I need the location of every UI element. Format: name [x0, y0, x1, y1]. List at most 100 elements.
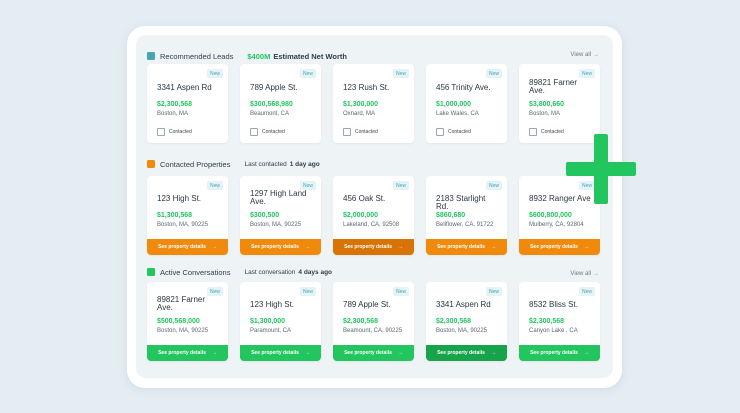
checkbox-icon: [343, 128, 351, 136]
new-badge: New: [206, 69, 223, 78]
card-price: $2,300,568: [343, 318, 379, 325]
card-address: 123 Rush St.: [343, 83, 390, 92]
card-address: 8532 Bliss St.: [529, 300, 578, 309]
arrow-right-icon: →: [490, 244, 496, 250]
plus-icon-horizontal: [566, 162, 636, 176]
checkbox-icon: [529, 128, 537, 136]
card-price: $2,300,568: [529, 318, 565, 325]
see-property-details-button[interactable]: See property details →: [240, 345, 321, 361]
new-badge: New: [578, 287, 595, 296]
card-price: $3,800,660: [529, 101, 565, 108]
arrow-right-icon: →: [583, 244, 589, 250]
see-property-details-button[interactable]: See property details →: [333, 345, 414, 361]
section-contacted-properties: Contacted Properties Last contacted 1 da…: [147, 158, 607, 258]
contacted-checkbox[interactable]: Contacted: [529, 128, 564, 136]
card-address: 2183 Starlight Rd.: [436, 194, 486, 211]
card-address: 456 Oak St.: [343, 194, 386, 203]
section-subtitle: Last contacted: [244, 160, 287, 168]
card-location: Boston, MA, 90225: [250, 222, 302, 228]
new-badge: New: [206, 287, 223, 296]
section-subtitle: Last conversation: [244, 268, 296, 276]
view-all-link[interactable]: View all →: [570, 52, 599, 58]
checkbox-icon: [157, 128, 165, 136]
lead-card[interactable]: New 456 Trinity Ave. $1,000,000 Lake Wal…: [426, 64, 507, 143]
section-title: Recommended Leads: [160, 51, 234, 61]
card-location: Boston, MA, 90225: [436, 328, 488, 334]
see-property-details-button[interactable]: See property details →: [147, 239, 228, 255]
conversation-card[interactable]: New 89821 Farner Ave. $500,568,000 Bosto…: [147, 282, 228, 361]
lead-card[interactable]: New 89821 Farner Ave. $3,800,660 Boston,…: [519, 64, 600, 143]
card-address: 89821 Farner Ave.: [529, 78, 578, 95]
new-badge: New: [392, 181, 409, 190]
conversation-card[interactable]: New 789 Apple St. $2,300,568 Beamount, C…: [333, 282, 414, 361]
property-card[interactable]: New 123 High St. $1,300,568 Boston, MA, …: [147, 176, 228, 255]
see-property-details-button[interactable]: See property details →: [426, 239, 507, 255]
card-address: 1297 High Land Ave.: [250, 189, 307, 206]
checkbox-icon: [436, 128, 444, 136]
card-address: 123 High St.: [250, 300, 295, 309]
property-card[interactable]: New 456 Oak St. $2,000,000 Lakeland, CA,…: [333, 176, 414, 255]
card-location: Paramount, CA: [250, 328, 292, 334]
card-price: $860,680: [436, 212, 466, 219]
property-card[interactable]: New 1297 High Land Ave. $300,500 Boston,…: [240, 176, 321, 255]
card-address: 789 Apple St.: [343, 300, 391, 309]
card-address: 89821 Farner Ave.: [157, 295, 206, 312]
card-address: 123 High St.: [157, 194, 202, 203]
conversation-card[interactable]: New 8532 Bliss St. $2,300,568 Canyon Lak…: [519, 282, 600, 361]
arrow-right-icon: →: [593, 52, 599, 58]
new-badge: New: [485, 287, 502, 296]
card-price: $1,300,568: [157, 212, 193, 219]
new-badge: New: [578, 69, 595, 78]
see-property-details-button[interactable]: See property details →: [240, 239, 321, 255]
section-title: Active Conversations: [160, 267, 231, 277]
see-property-details-button[interactable]: See property details →: [519, 345, 600, 361]
section-header: Contacted Properties Last contacted 1 da…: [147, 158, 320, 170]
card-price: $1,300,000: [343, 101, 379, 108]
contacted-checkbox[interactable]: Contacted: [343, 128, 378, 136]
card-location: Bellflower, CA, 91722: [436, 222, 494, 228]
conversation-card[interactable]: New 3341 Aspen Rd $2,300,568 Boston, MA,…: [426, 282, 507, 361]
card-location: Boston, MA, 90225: [157, 328, 209, 334]
card-location: Boston, MA: [529, 111, 561, 117]
card-price: $300,568,980: [250, 101, 293, 108]
card-address: 8932 Ranger Ave: [529, 194, 591, 203]
contacted-checkbox[interactable]: Contacted: [157, 128, 192, 136]
arrow-right-icon: →: [583, 350, 589, 356]
section-active-conversations: Active Conversations Last conversation 4…: [147, 266, 607, 366]
card-address: 789 Apple St.: [250, 83, 298, 92]
section-title: Contacted Properties: [160, 159, 231, 169]
conversation-card[interactable]: New 123 High St. $1,300,000 Paramount, C…: [240, 282, 321, 361]
lead-card[interactable]: New 3341 Aspen Rd $2,300,568 Boston, MA …: [147, 64, 228, 143]
contacted-checkbox[interactable]: Contacted: [436, 128, 471, 136]
arrow-right-icon: →: [304, 244, 310, 250]
lead-card[interactable]: New 123 Rush St. $1,300,000 Oxnard, MA C…: [333, 64, 414, 143]
arrow-right-icon: →: [397, 244, 403, 250]
contacted-checkbox[interactable]: Contacted: [250, 128, 285, 136]
see-property-details-button[interactable]: See property details →: [333, 239, 414, 255]
card-location: Mulberry, CA, 92804: [529, 222, 584, 228]
card-location: Boston, MA: [157, 111, 189, 117]
teal-square-icon: [147, 52, 155, 60]
new-badge: New: [485, 69, 502, 78]
new-badge: New: [299, 181, 316, 190]
card-price: $1,000,000: [436, 101, 472, 108]
see-property-details-button[interactable]: See property details →: [519, 239, 600, 255]
orange-square-icon: [147, 160, 155, 168]
card-location: Lakeland, CA, 92508: [343, 222, 400, 228]
new-badge: New: [392, 69, 409, 78]
section-header: Active Conversations Last conversation 4…: [147, 266, 332, 278]
card-price: $2,300,568: [157, 101, 193, 108]
arrow-right-icon: →: [304, 350, 310, 356]
see-property-details-button[interactable]: See property details →: [426, 345, 507, 361]
new-badge: New: [392, 287, 409, 296]
property-card[interactable]: New 8932 Ranger Ave $600,800,000 Mulberr…: [519, 176, 600, 255]
view-all-link[interactable]: View all →: [570, 271, 599, 277]
lead-card[interactable]: New 789 Apple St. $300,568,980 Beaumont,…: [240, 64, 321, 143]
card-location: Canyon Lake , CA: [529, 328, 578, 334]
see-property-details-button[interactable]: See property details →: [147, 345, 228, 361]
property-card[interactable]: New 2183 Starlight Rd. $860,680 Bellflow…: [426, 176, 507, 255]
card-address: 3341 Aspen Rd: [157, 83, 212, 92]
new-badge: New: [578, 181, 595, 190]
section-subtitle-bold: 1 day ago: [289, 160, 320, 168]
card-price: $300,500: [250, 212, 280, 219]
